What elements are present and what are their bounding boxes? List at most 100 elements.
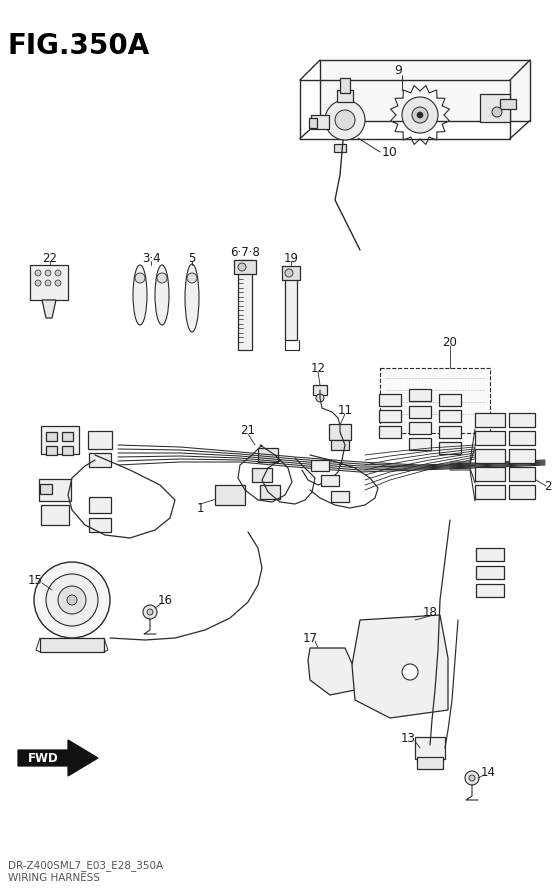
- Bar: [88, 431, 112, 449]
- Bar: [41, 426, 79, 454]
- Bar: [258, 448, 278, 462]
- Bar: [417, 757, 443, 769]
- Bar: [39, 479, 71, 501]
- Circle shape: [335, 110, 355, 130]
- Circle shape: [325, 100, 365, 140]
- Bar: [409, 406, 431, 418]
- Polygon shape: [40, 638, 104, 652]
- Text: 9: 9: [394, 64, 402, 76]
- Bar: [379, 394, 401, 406]
- Text: 15: 15: [27, 573, 43, 587]
- Ellipse shape: [155, 265, 169, 325]
- Bar: [337, 90, 353, 102]
- Ellipse shape: [133, 265, 147, 325]
- Text: 22: 22: [43, 252, 58, 264]
- Circle shape: [147, 609, 153, 615]
- Bar: [409, 422, 431, 434]
- Bar: [89, 497, 111, 513]
- Bar: [285, 268, 297, 340]
- Bar: [475, 413, 505, 427]
- Polygon shape: [234, 260, 256, 274]
- Bar: [476, 565, 504, 579]
- Bar: [321, 475, 339, 486]
- Circle shape: [417, 112, 423, 118]
- Bar: [238, 260, 252, 350]
- Text: FWD: FWD: [27, 752, 58, 764]
- Bar: [309, 118, 317, 128]
- Circle shape: [143, 605, 157, 619]
- Bar: [439, 426, 461, 438]
- Circle shape: [55, 280, 61, 286]
- Circle shape: [55, 270, 61, 276]
- Bar: [252, 468, 272, 482]
- Bar: [334, 144, 346, 152]
- Circle shape: [157, 273, 167, 283]
- Bar: [311, 460, 329, 470]
- Bar: [500, 99, 516, 109]
- Circle shape: [402, 97, 438, 133]
- Text: 16: 16: [157, 593, 172, 607]
- Circle shape: [135, 273, 145, 283]
- Bar: [475, 449, 505, 463]
- Bar: [215, 485, 245, 505]
- Circle shape: [35, 270, 41, 276]
- Bar: [62, 446, 73, 455]
- Bar: [62, 432, 73, 441]
- Text: 10: 10: [382, 145, 398, 159]
- Text: 2: 2: [544, 479, 552, 493]
- Bar: [40, 484, 52, 494]
- Text: 18: 18: [423, 606, 437, 618]
- Bar: [509, 449, 535, 463]
- Text: 19: 19: [283, 252, 298, 264]
- Text: 12: 12: [310, 361, 325, 375]
- Bar: [509, 467, 535, 481]
- Bar: [475, 467, 505, 481]
- Bar: [439, 410, 461, 422]
- Circle shape: [285, 269, 293, 277]
- Bar: [331, 440, 349, 450]
- Polygon shape: [320, 60, 530, 120]
- Circle shape: [412, 107, 428, 123]
- Text: FIG.350A: FIG.350A: [8, 32, 150, 60]
- Bar: [409, 389, 431, 401]
- Circle shape: [238, 263, 246, 271]
- Bar: [509, 485, 535, 499]
- Circle shape: [402, 664, 418, 680]
- Bar: [480, 94, 510, 122]
- Text: 6·7·8: 6·7·8: [230, 246, 260, 259]
- Polygon shape: [282, 266, 300, 280]
- Bar: [311, 115, 329, 129]
- Bar: [331, 490, 349, 502]
- Circle shape: [316, 394, 324, 402]
- Circle shape: [45, 280, 51, 286]
- Bar: [89, 453, 111, 467]
- Bar: [89, 518, 111, 532]
- Circle shape: [58, 586, 86, 614]
- Bar: [509, 413, 535, 427]
- Text: 3·4: 3·4: [142, 252, 160, 264]
- Circle shape: [492, 107, 502, 117]
- Text: 21: 21: [240, 424, 255, 436]
- Polygon shape: [352, 615, 448, 718]
- Circle shape: [34, 562, 110, 638]
- Bar: [379, 426, 401, 438]
- Bar: [260, 485, 280, 499]
- Bar: [380, 368, 490, 433]
- Text: 11: 11: [338, 403, 352, 417]
- Bar: [439, 442, 461, 454]
- Bar: [475, 431, 505, 445]
- Ellipse shape: [185, 264, 199, 332]
- Bar: [509, 431, 535, 445]
- Bar: [313, 385, 327, 395]
- Circle shape: [45, 270, 51, 276]
- Bar: [46, 446, 57, 455]
- Text: 17: 17: [302, 632, 318, 644]
- Text: 14: 14: [480, 765, 496, 779]
- Polygon shape: [30, 265, 68, 300]
- Circle shape: [67, 595, 77, 605]
- Bar: [476, 547, 504, 561]
- Circle shape: [469, 775, 475, 781]
- Polygon shape: [18, 740, 98, 776]
- Polygon shape: [42, 300, 56, 318]
- Polygon shape: [308, 648, 355, 695]
